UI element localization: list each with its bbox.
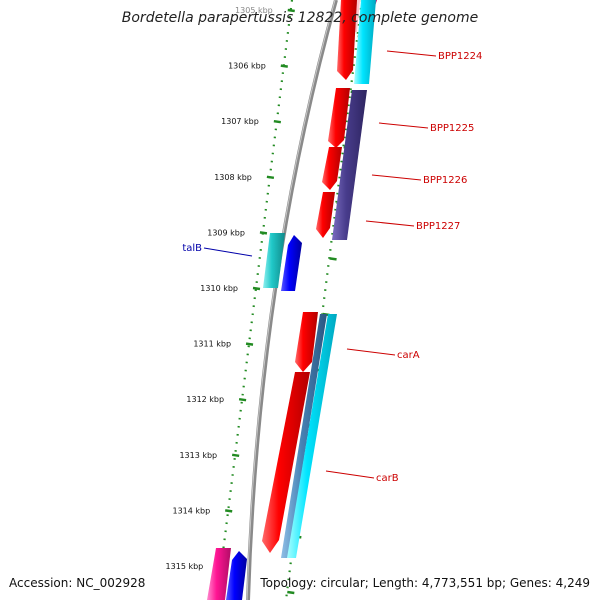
gene-blue-bottom[interactable] <box>226 551 247 600</box>
kbp-tick-label: 1312 kbp <box>186 395 224 404</box>
gene-cyan-car[interactable] <box>287 314 337 558</box>
gene-purple-feature[interactable] <box>332 90 367 240</box>
gene-bpp1225[interactable] <box>328 88 350 148</box>
gene-bpp1227[interactable] <box>316 192 335 238</box>
label-bpp1227[interactable]: BPP1227 <box>416 221 460 232</box>
gene-cyan-1224[interactable] <box>354 0 376 84</box>
gene-label-lines <box>203 50 437 479</box>
gene-cara[interactable] <box>295 312 318 372</box>
kbp-tick-label: 1308 kbp <box>214 173 252 182</box>
kbp-tick-mark <box>252 286 261 291</box>
label-bpp1224[interactable]: BPP1224 <box>438 51 482 62</box>
upper-gene-cluster <box>316 0 377 240</box>
kbp-tick-mark-outer <box>329 257 337 261</box>
leader-talb <box>203 247 253 257</box>
kbp-tick-mark <box>280 64 288 68</box>
gene-labels: BPP1224 BPP1225 BPP1226 BPP1227 talB car… <box>182 51 482 484</box>
genome-backbone-highlight <box>246 0 336 600</box>
kbp-tick-label: 1315 kbp <box>166 562 204 571</box>
kbp-tick-label: 1310 kbp <box>200 284 238 293</box>
label-bpp1226[interactable]: BPP1226 <box>423 175 467 186</box>
genome-backbone <box>246 0 338 600</box>
kbp-tick-label: 1311 kbp <box>193 340 231 349</box>
car-cluster <box>262 312 337 558</box>
gene-talb[interactable] <box>281 235 302 291</box>
gene-magenta-bottom[interactable] <box>207 548 231 600</box>
bottom-gene-cluster <box>207 548 247 600</box>
kbp-tick-mark <box>231 453 240 458</box>
kbp-tick-mark-outer <box>287 590 295 595</box>
talb-cluster <box>263 233 302 291</box>
label-bpp1225[interactable]: BPP1225 <box>430 123 474 134</box>
kbp-tick-label: 1313 kbp <box>179 451 217 460</box>
label-talb[interactable]: talB <box>182 243 202 254</box>
kbp-tick-mark <box>266 175 275 180</box>
gene-bpp1226[interactable] <box>322 147 342 190</box>
leader-bpp1224 <box>386 50 437 57</box>
kbp-tick-mark <box>273 119 282 124</box>
kbp-tick-mark <box>245 342 254 346</box>
kbp-tick-mark <box>287 8 295 13</box>
gene-teal-feature[interactable] <box>263 233 285 288</box>
kbp-tick-label: 1305 kbp <box>235 6 273 15</box>
leader-bpp1227 <box>365 220 415 227</box>
accession-text: Accession: NC_002928 <box>9 576 146 590</box>
map-title: Bordetella parapertussis 12822, complete… <box>121 10 479 26</box>
kbp-tick-label: 1309 kbp <box>207 228 245 237</box>
kbp-tick-mark <box>225 509 233 513</box>
topology-summary: Topology: circular; Length: 4,773,551 bp… <box>260 576 590 590</box>
kbp-tick-label: 1314 kbp <box>172 506 210 515</box>
gene-carb[interactable] <box>262 372 310 553</box>
kbp-tick-mark <box>259 231 268 235</box>
leader-bpp1226 <box>371 174 422 181</box>
leader-cara <box>346 348 396 356</box>
gene-steel-feature[interactable] <box>281 314 327 558</box>
kbp-tick-mark <box>238 397 247 402</box>
kbp-ticks: 1305 kbp 1306 kbp 1307 kbp 1308 kbp 1309 kbp… <box>166 6 365 595</box>
leader-carb <box>325 470 375 479</box>
gene-bpp1224[interactable] <box>337 0 357 80</box>
leader-bpp1225 <box>378 122 429 129</box>
label-carb[interactable]: carB <box>376 473 399 484</box>
kbp-tick-label: 1306 kbp <box>228 62 266 71</box>
kbp-tick-label: 1307 kbp <box>221 117 259 126</box>
label-cara[interactable]: carA <box>397 350 420 361</box>
